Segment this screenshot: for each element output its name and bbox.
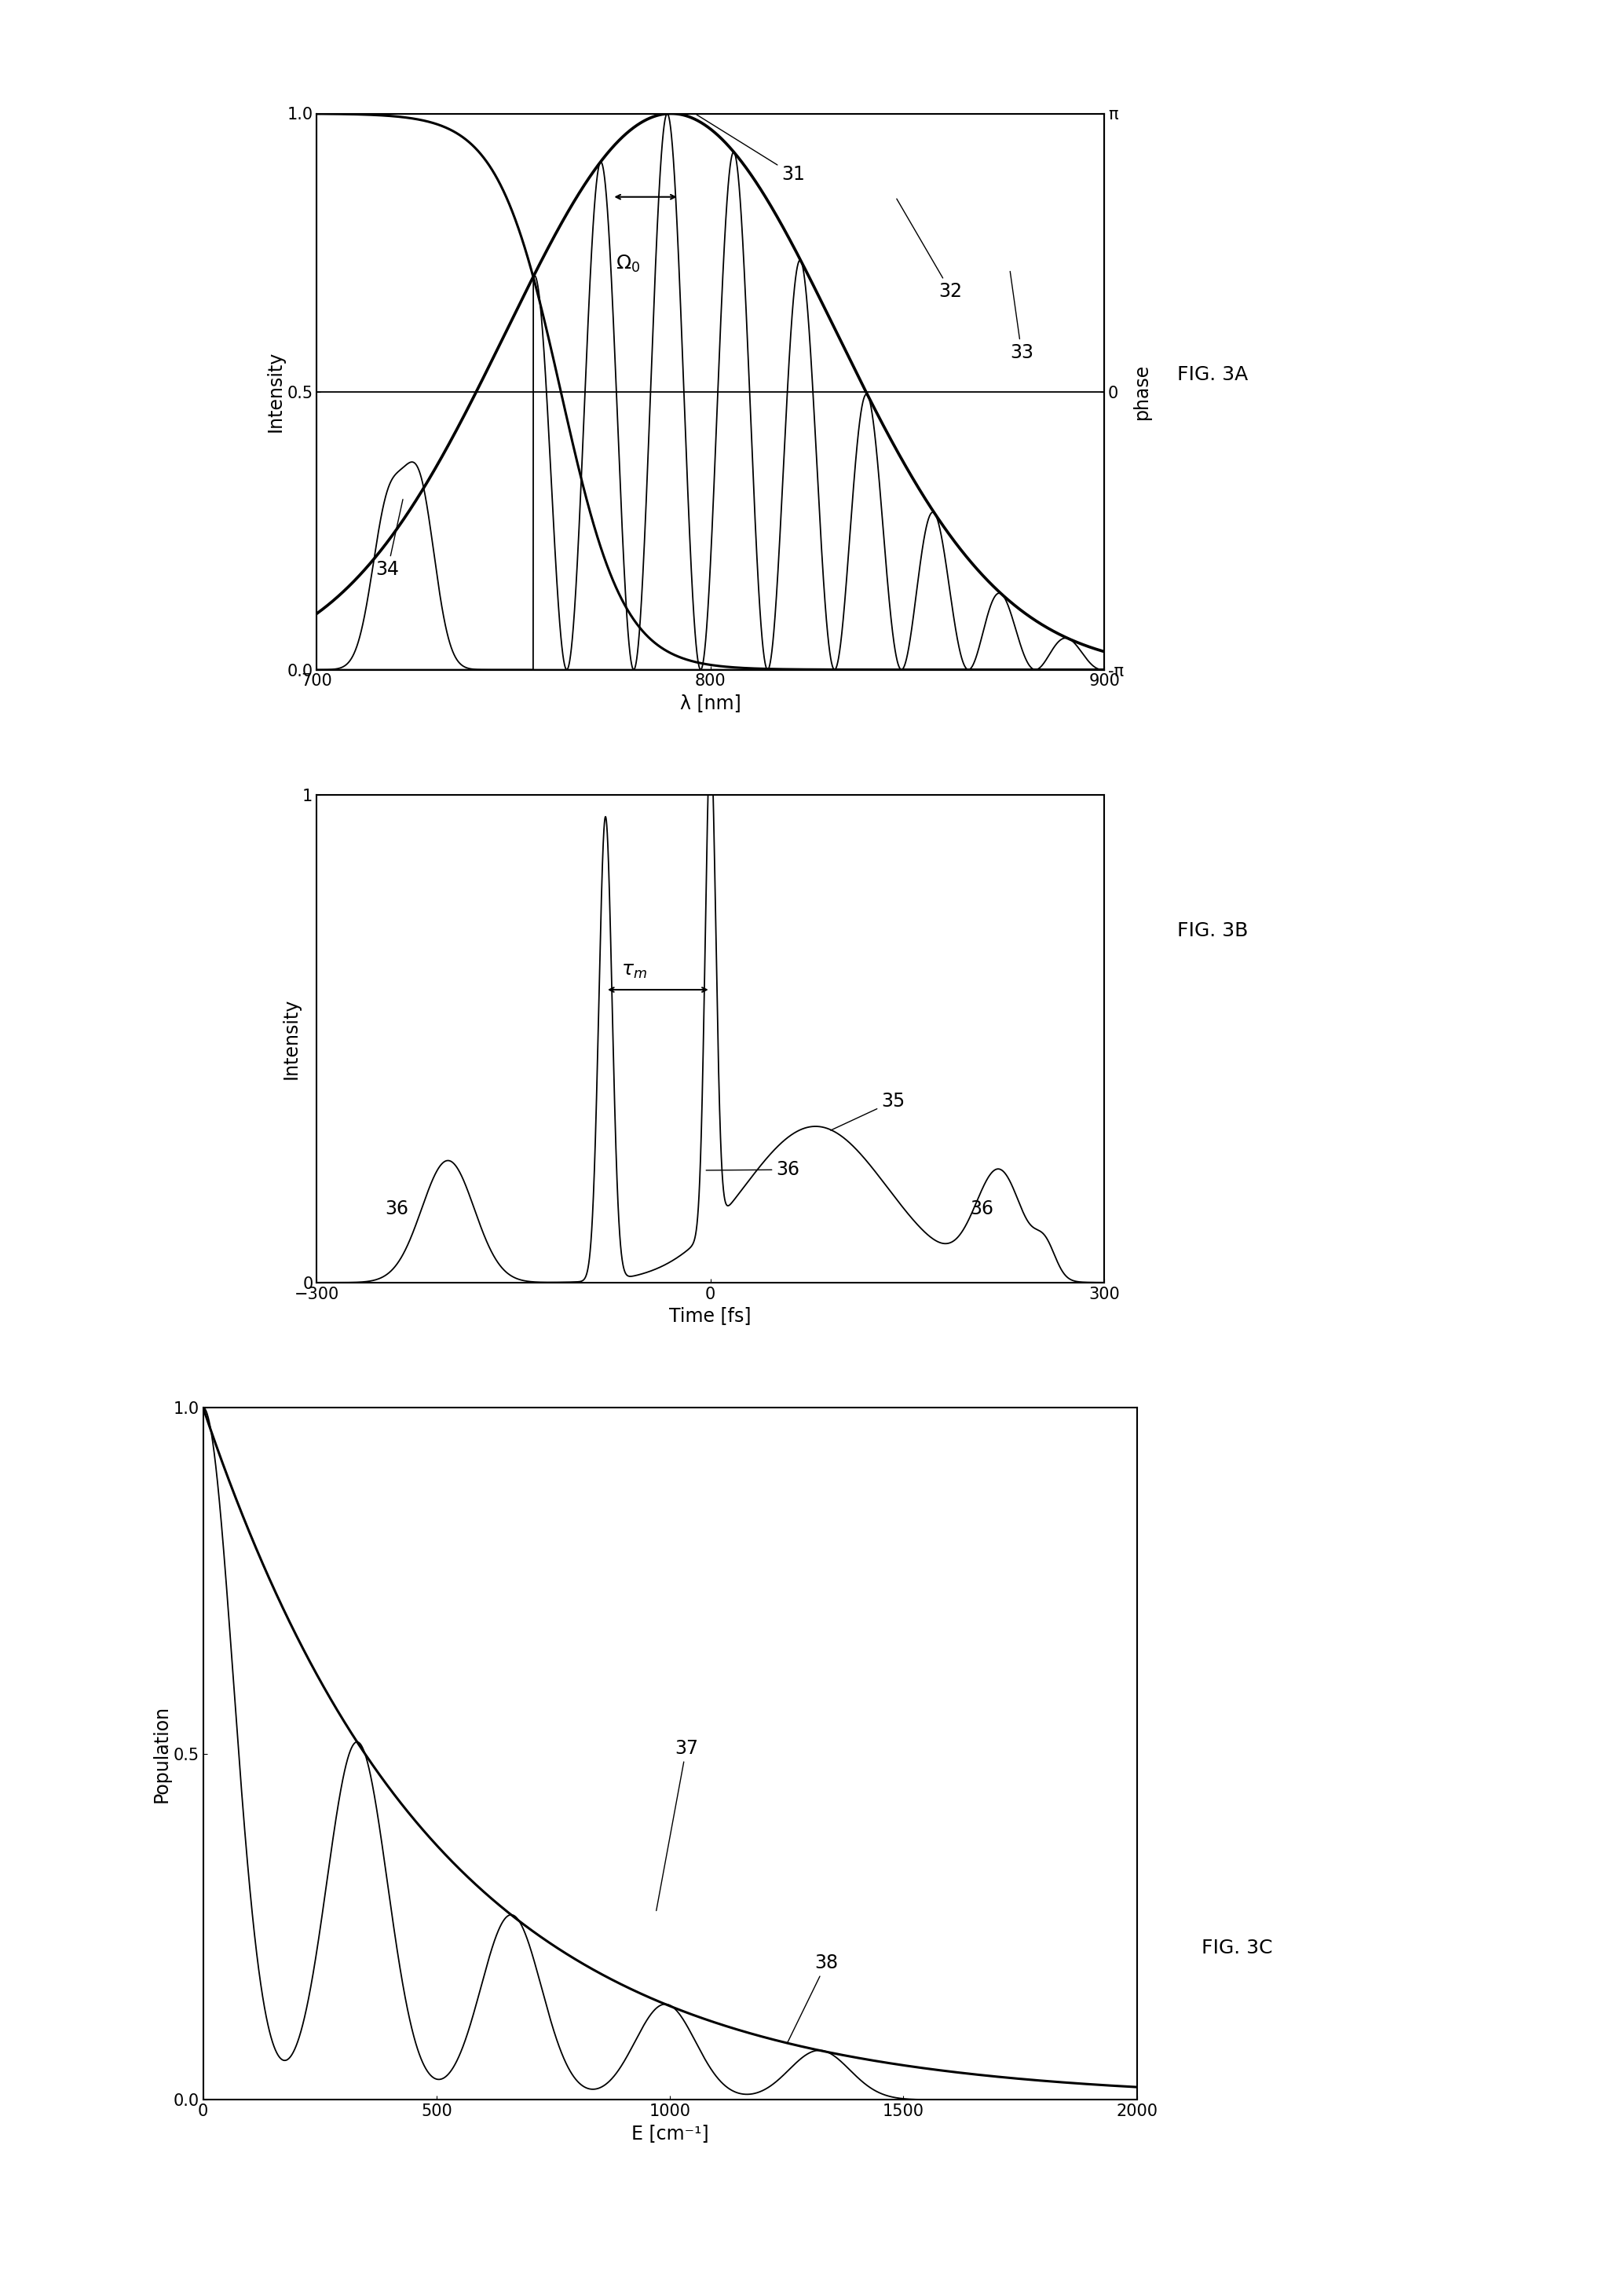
Text: 36: 36 [971, 1199, 994, 1219]
Text: 32: 32 [896, 200, 963, 302]
Text: 36: 36 [706, 1160, 799, 1178]
Y-axis label: phase: phase [1132, 363, 1151, 420]
Text: FIG. 3B: FIG. 3B [1177, 922, 1249, 940]
Text: FIG. 3A: FIG. 3A [1177, 365, 1249, 384]
Text: $\tau_m$: $\tau_m$ [622, 960, 646, 981]
X-axis label: λ [nm]: λ [nm] [680, 695, 741, 713]
Text: 35: 35 [830, 1092, 905, 1130]
Text: 36: 36 [385, 1199, 409, 1219]
Y-axis label: Population: Population [153, 1705, 171, 1802]
Text: 34: 34 [375, 499, 403, 579]
Text: 37: 37 [656, 1739, 698, 1911]
X-axis label: Time [fs]: Time [fs] [669, 1308, 752, 1326]
Text: 33: 33 [1010, 272, 1033, 363]
Y-axis label: Intensity: Intensity [281, 999, 300, 1078]
Text: $\Omega_0$: $\Omega_0$ [615, 254, 640, 275]
X-axis label: E [cm⁻¹]: E [cm⁻¹] [632, 2125, 708, 2143]
Text: FIG. 3C: FIG. 3C [1202, 1939, 1273, 1957]
Y-axis label: Intensity: Intensity [266, 352, 284, 431]
Text: 38: 38 [788, 1952, 838, 2043]
Text: 31: 31 [697, 116, 806, 184]
